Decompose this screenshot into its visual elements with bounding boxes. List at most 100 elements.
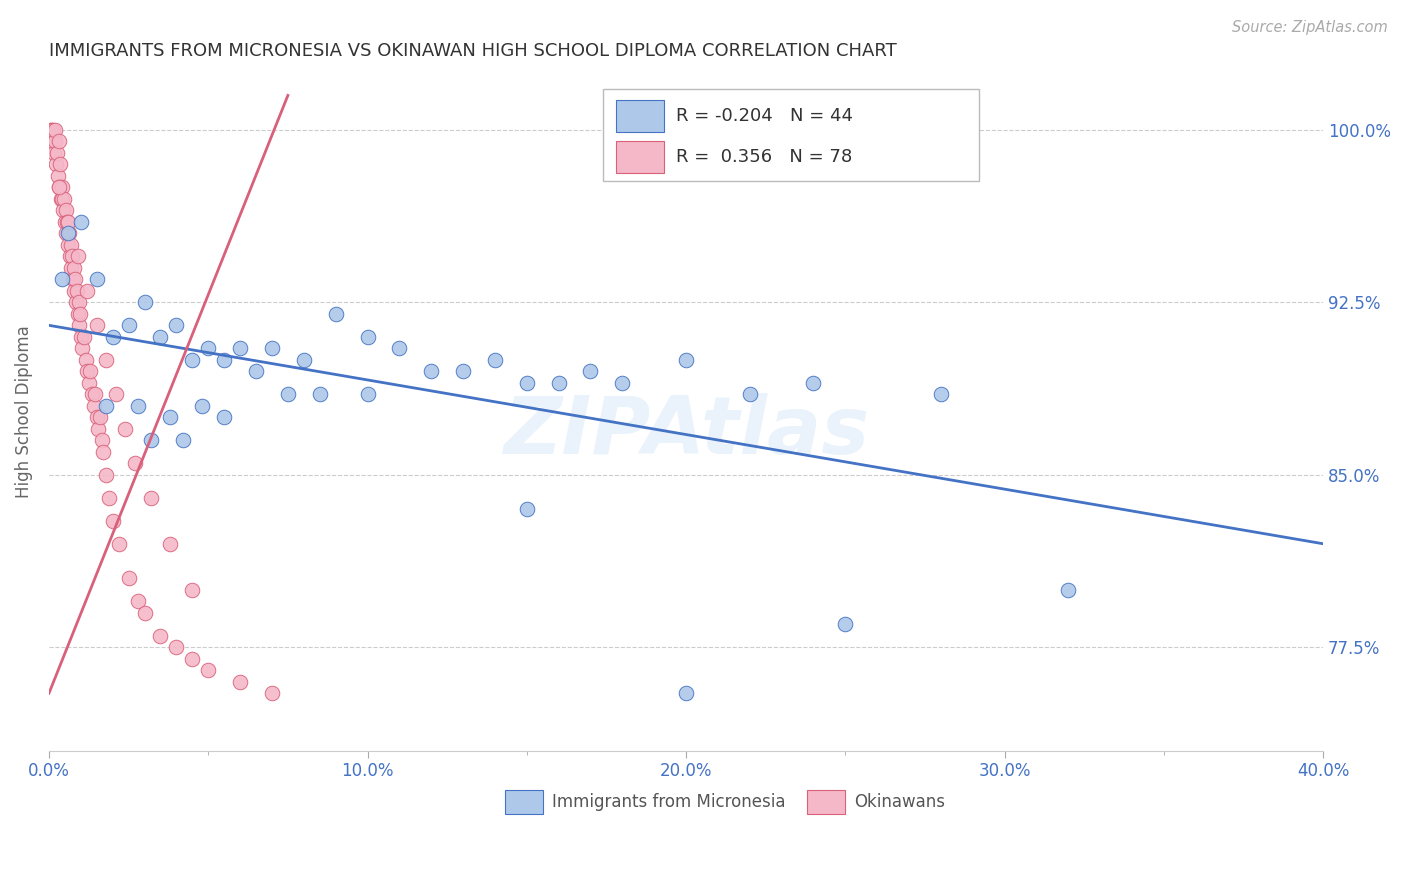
Point bbox=[127, 399, 149, 413]
Point bbox=[49, 192, 72, 206]
Point bbox=[245, 364, 267, 378]
Point bbox=[124, 456, 146, 470]
Point bbox=[260, 342, 283, 356]
Point bbox=[834, 617, 856, 632]
Point bbox=[83, 399, 105, 413]
Point bbox=[229, 342, 252, 356]
Point bbox=[229, 674, 252, 689]
Point bbox=[108, 537, 131, 551]
Point bbox=[159, 537, 181, 551]
Point bbox=[77, 376, 100, 390]
Point bbox=[59, 238, 82, 252]
Point bbox=[39, 123, 62, 137]
Point bbox=[114, 422, 136, 436]
Point bbox=[139, 434, 162, 448]
Point bbox=[181, 582, 204, 597]
Point bbox=[46, 169, 69, 183]
Point bbox=[165, 318, 187, 333]
FancyBboxPatch shape bbox=[807, 790, 845, 814]
Point bbox=[55, 203, 77, 218]
Point bbox=[484, 352, 506, 367]
Point bbox=[277, 387, 299, 401]
Text: Okinawans: Okinawans bbox=[855, 793, 945, 811]
Point bbox=[80, 387, 103, 401]
Text: R =  0.356   N = 78: R = 0.356 N = 78 bbox=[676, 147, 852, 166]
Point bbox=[63, 284, 86, 298]
Point bbox=[117, 571, 139, 585]
Point bbox=[929, 387, 952, 401]
Point bbox=[48, 135, 70, 149]
Point bbox=[308, 387, 330, 401]
Point bbox=[420, 364, 443, 378]
Point bbox=[87, 422, 110, 436]
Point bbox=[325, 307, 347, 321]
Point bbox=[60, 260, 83, 275]
Point bbox=[212, 352, 235, 367]
Point bbox=[96, 352, 118, 367]
Point bbox=[44, 135, 66, 149]
Point bbox=[803, 376, 825, 390]
Point bbox=[56, 238, 79, 252]
Point bbox=[738, 387, 761, 401]
Point bbox=[172, 434, 194, 448]
Point bbox=[675, 352, 697, 367]
Point bbox=[260, 686, 283, 700]
Point bbox=[48, 180, 70, 194]
Point bbox=[51, 180, 73, 194]
Point bbox=[75, 352, 97, 367]
Point bbox=[516, 376, 538, 390]
Point bbox=[86, 410, 108, 425]
Point bbox=[79, 364, 101, 378]
Point bbox=[1057, 582, 1080, 597]
Point bbox=[139, 491, 162, 505]
FancyBboxPatch shape bbox=[616, 141, 665, 173]
Point bbox=[89, 410, 111, 425]
FancyBboxPatch shape bbox=[505, 790, 543, 814]
Point bbox=[66, 307, 89, 321]
Point bbox=[52, 203, 75, 218]
Point bbox=[90, 434, 112, 448]
Point bbox=[212, 410, 235, 425]
Point bbox=[51, 192, 73, 206]
Point bbox=[63, 272, 86, 286]
Point bbox=[56, 215, 79, 229]
FancyBboxPatch shape bbox=[603, 89, 979, 181]
Point bbox=[91, 444, 114, 458]
Point bbox=[86, 272, 108, 286]
Point bbox=[51, 272, 73, 286]
Text: ZIPAtlas: ZIPAtlas bbox=[503, 392, 869, 471]
Point bbox=[58, 227, 80, 241]
Point bbox=[41, 135, 63, 149]
Point bbox=[388, 342, 411, 356]
Point bbox=[84, 387, 107, 401]
Point bbox=[197, 663, 219, 677]
Text: IMMIGRANTS FROM MICRONESIA VS OKINAWAN HIGH SCHOOL DIPLOMA CORRELATION CHART: IMMIGRANTS FROM MICRONESIA VS OKINAWAN H… bbox=[49, 42, 897, 60]
Point bbox=[42, 145, 65, 160]
Point bbox=[98, 491, 121, 505]
Point bbox=[149, 629, 172, 643]
Point bbox=[49, 157, 72, 171]
Y-axis label: High School Diploma: High School Diploma bbox=[15, 326, 32, 498]
Point bbox=[191, 399, 214, 413]
Point bbox=[67, 318, 90, 333]
Point bbox=[149, 330, 172, 344]
Point bbox=[42, 123, 65, 137]
Point bbox=[66, 284, 89, 298]
Point bbox=[69, 215, 91, 229]
Text: Source: ZipAtlas.com: Source: ZipAtlas.com bbox=[1232, 20, 1388, 35]
Point bbox=[159, 410, 181, 425]
Point bbox=[62, 272, 84, 286]
Point bbox=[73, 330, 96, 344]
Point bbox=[86, 318, 108, 333]
Point bbox=[579, 364, 602, 378]
Point bbox=[63, 260, 86, 275]
Point bbox=[101, 514, 124, 528]
Point bbox=[101, 330, 124, 344]
Point bbox=[96, 399, 118, 413]
Point bbox=[55, 227, 77, 241]
Point bbox=[56, 215, 79, 229]
Point bbox=[96, 467, 118, 482]
Point bbox=[60, 249, 83, 263]
Point bbox=[56, 227, 79, 241]
Point bbox=[45, 145, 67, 160]
